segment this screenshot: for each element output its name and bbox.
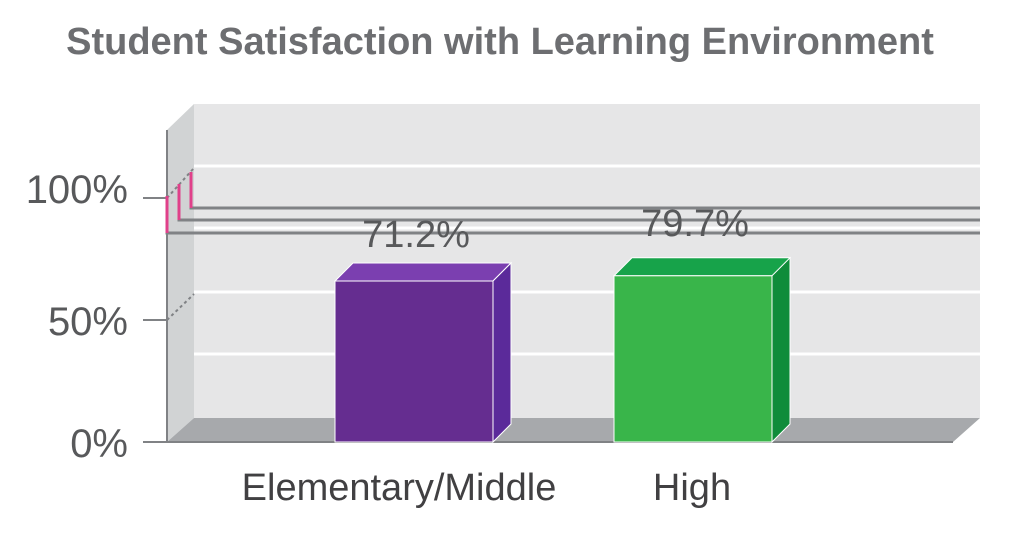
axis-depth-dotted — [166, 293, 195, 321]
data-label: 79.7% — [641, 203, 749, 245]
chart-title: Student Satisfaction with Learning Envir… — [66, 21, 934, 63]
bars: 71.2% 79.7% — [333, 203, 792, 444]
bar — [613, 275, 773, 443]
bar — [334, 280, 494, 443]
bar-top — [333, 262, 513, 282]
gridlines — [194, 164, 980, 356]
y-tick-label: 50% — [48, 300, 128, 344]
back-wall — [194, 104, 980, 418]
bar-side — [492, 261, 512, 444]
floor — [167, 418, 980, 442]
y-tick-label: 0% — [70, 422, 128, 466]
axis-break — [165, 172, 980, 235]
bar-top — [612, 257, 792, 277]
side-wall — [167, 104, 194, 442]
x-category-label: Elementary/Middle — [242, 467, 557, 509]
data-label: 71.2% — [362, 214, 470, 256]
y-axis: 0% 50% 100% — [26, 130, 953, 466]
plot-area — [167, 104, 980, 442]
axis-depth-dotted — [166, 167, 195, 199]
y-tick-label: 100% — [26, 168, 128, 212]
x-category-label: High — [653, 467, 731, 509]
bar-side — [771, 256, 791, 444]
